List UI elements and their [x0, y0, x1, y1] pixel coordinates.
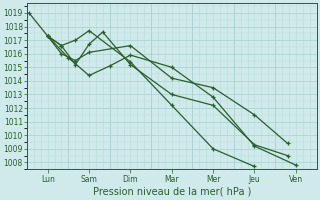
X-axis label: Pression niveau de la mer( hPa ): Pression niveau de la mer( hPa ) — [92, 187, 251, 197]
